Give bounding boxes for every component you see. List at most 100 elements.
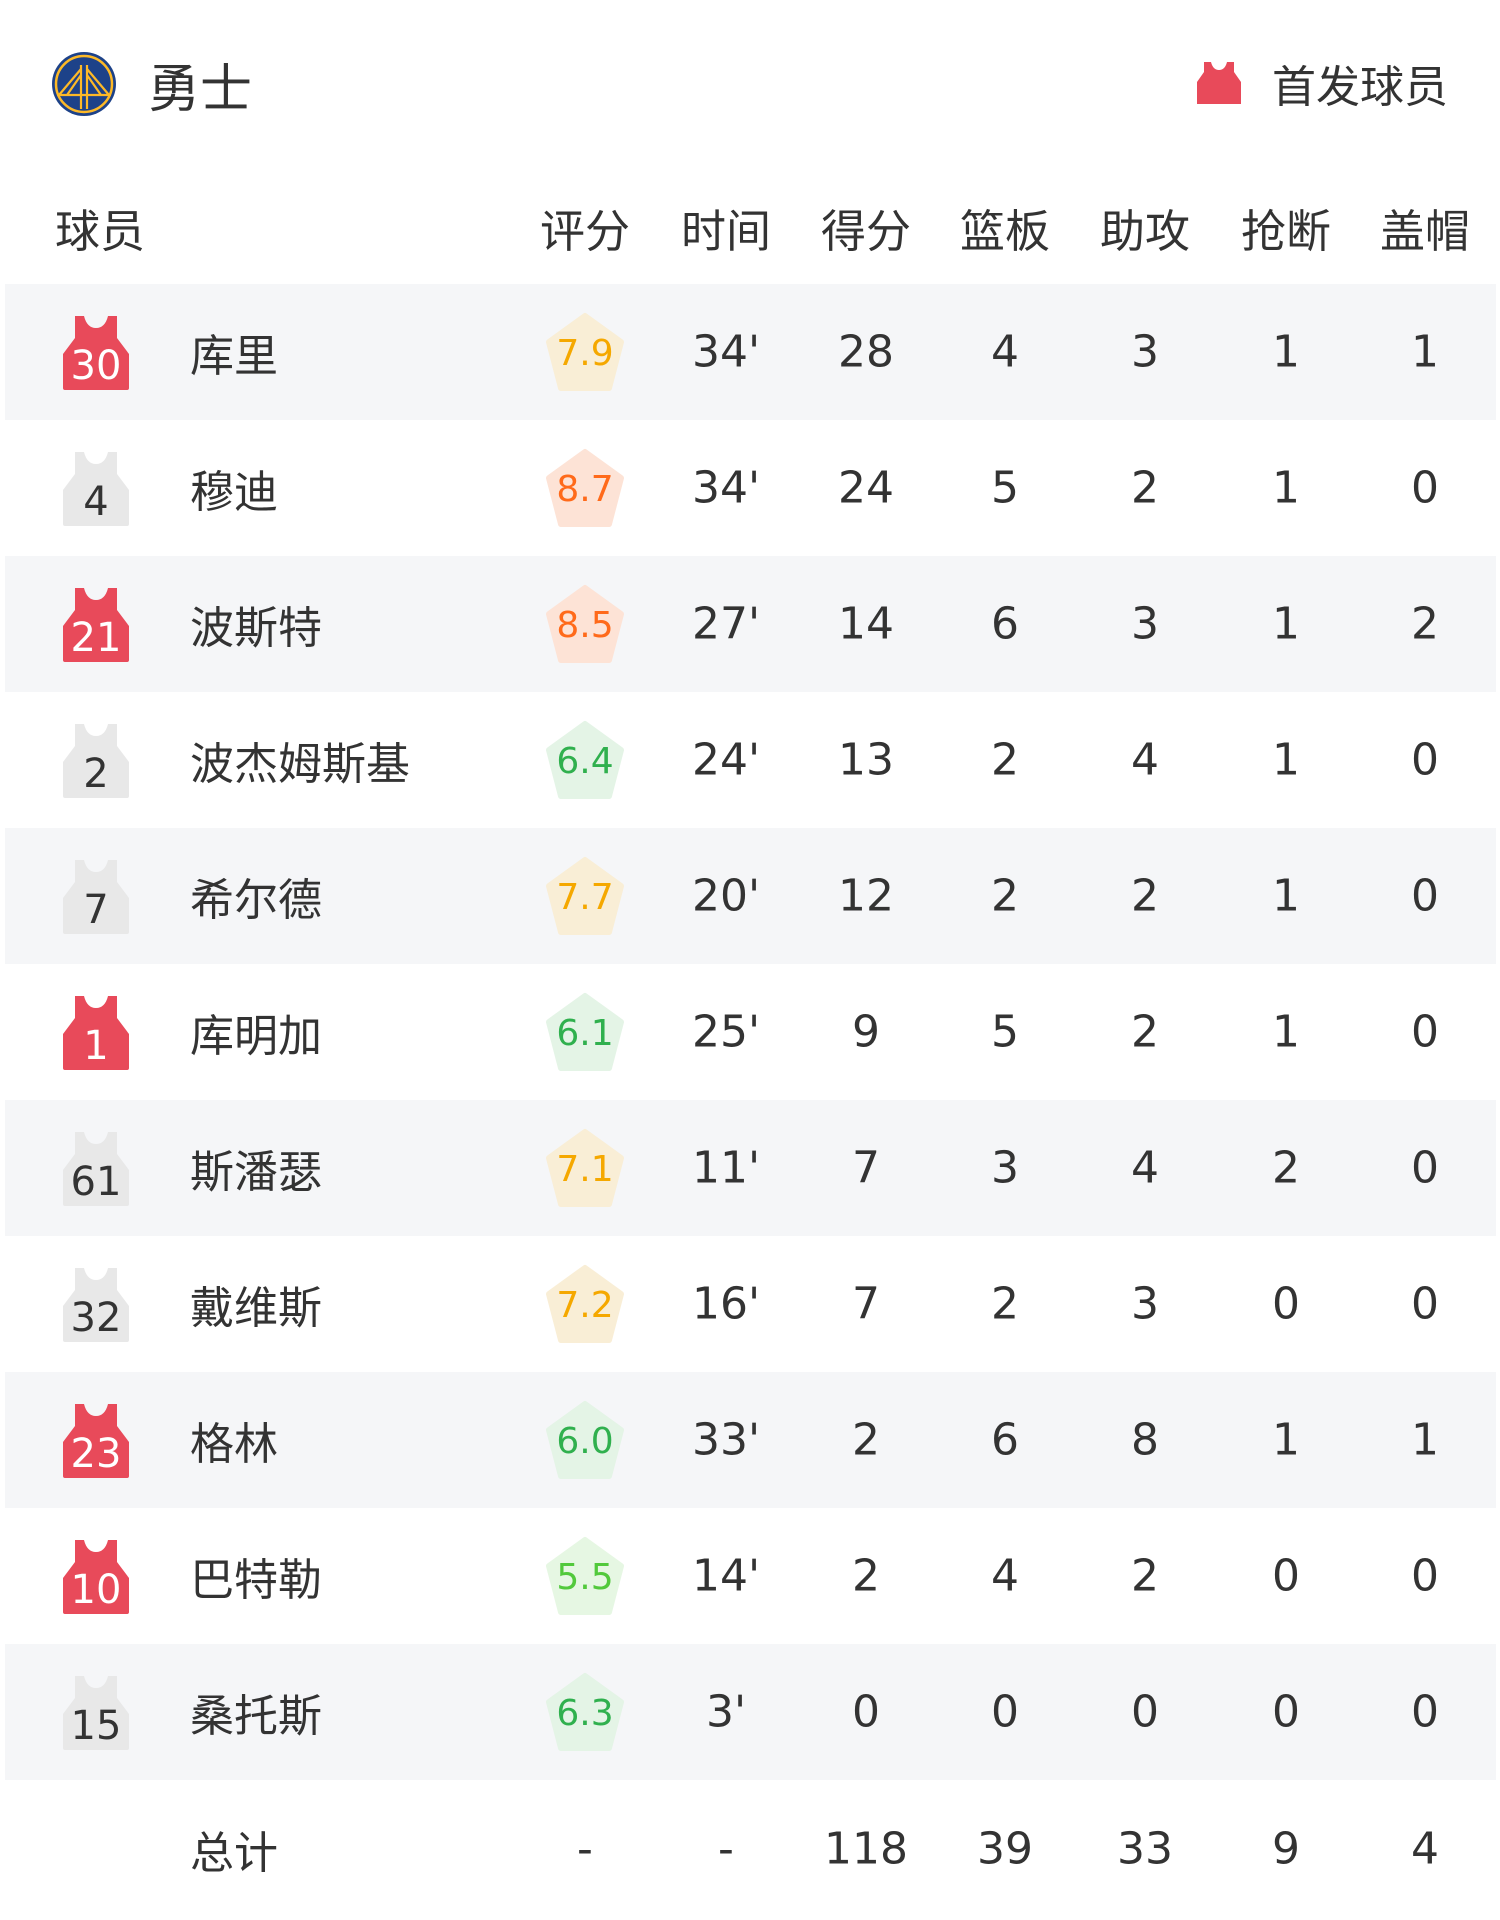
stat-rebounds: 4	[991, 326, 1019, 378]
player-name[interactable]: 巴特勒	[190, 1555, 322, 1606]
player-name[interactable]: 戴维斯	[190, 1283, 322, 1334]
stat-time: 34'	[691, 326, 761, 378]
team-header: 勇士	[51, 51, 252, 120]
table-header: 球员 评分 时间 得分 篮板 助攻 抢断 盖帽	[0, 195, 1500, 258]
player-name[interactable]: 穆迪	[190, 467, 278, 518]
stat-points: 7	[852, 1278, 880, 1330]
col-assists[interactable]: 助攻	[1099, 205, 1191, 258]
stat-assists: 4	[1131, 734, 1159, 786]
player-row[interactable]: 2 波杰姆斯基 6.4 24' 13 2 4 1 0	[5, 692, 1496, 828]
player-row[interactable]: 21 波斯特 8.5 27' 14 6 3 1 2	[5, 556, 1496, 692]
player-row[interactable]: 61 斯潘瑟 7.1 11' 7 3 4 2 0	[5, 1100, 1496, 1236]
player-row[interactable]: 23 格林 6.0 33' 2 6 8 1 1	[5, 1372, 1496, 1508]
stat-assists: 3	[1131, 1278, 1159, 1330]
stat-points: 12	[838, 870, 894, 922]
player-row[interactable]: 32 戴维斯 7.2 16' 7 2 3 0 0	[5, 1236, 1496, 1372]
stat-rebounds: 0	[991, 1686, 1019, 1738]
bench-jersey-icon: 32	[61, 1266, 131, 1342]
col-rating[interactable]: 评分	[539, 205, 631, 258]
stat-blocks: 0	[1411, 870, 1439, 922]
stat-time: 16'	[691, 1278, 761, 1330]
player-row[interactable]: 15 桑托斯 6.3 3' 0 0 0 0 0	[5, 1644, 1496, 1780]
col-time[interactable]: 时间	[680, 205, 772, 258]
player-row[interactable]: 1 库明加 6.1 25' 9 5 2 1 0	[5, 964, 1496, 1100]
bench-jersey-icon: 61	[61, 1130, 131, 1206]
player-name[interactable]: 库明加	[190, 1011, 322, 1062]
stat-steals: 1	[1272, 326, 1300, 378]
stat-steals: 1	[1272, 734, 1300, 786]
stat-steals: 0	[1272, 1550, 1300, 1602]
stat-blocks: 0	[1411, 1142, 1439, 1194]
starter-legend-label: 首发球员	[1272, 62, 1448, 113]
stat-points: 28	[838, 326, 894, 378]
player-row[interactable]: 10 巴特勒 5.5 14' 2 4 2 0 0	[5, 1508, 1496, 1644]
starter-jersey-icon: 10	[61, 1538, 131, 1614]
stat-steals: 0	[1272, 1686, 1300, 1738]
jersey-number: 30	[70, 343, 122, 389]
stat-points: 7	[852, 1142, 880, 1194]
stat-blocks: 1	[1411, 1414, 1439, 1466]
stat-assists: 3	[1131, 326, 1159, 378]
stat-blocks: 0	[1411, 1686, 1439, 1738]
stat-steals: 1	[1272, 870, 1300, 922]
player-row[interactable]: 30 库里 7.9 34' 28 4 3 1 1	[5, 284, 1496, 420]
starter-jersey-icon: 21	[61, 586, 131, 662]
col-steals[interactable]: 抢断	[1240, 205, 1332, 258]
stat-assists: 3	[1131, 598, 1159, 650]
rating-value: 8.7	[556, 469, 614, 510]
player-name[interactable]: 斯潘瑟	[190, 1147, 322, 1198]
stat-time: 11'	[691, 1142, 761, 1194]
rating-value: 7.1	[556, 1149, 614, 1190]
stat-assists: 2	[1131, 462, 1159, 514]
stat-assists: 4	[1131, 1142, 1159, 1194]
rating-value: 6.4	[556, 741, 614, 782]
team-name: 勇士	[148, 59, 253, 120]
jersey-number: 61	[70, 1159, 122, 1205]
jersey-number: 4	[83, 479, 109, 525]
player-row[interactable]: 4 穆迪 8.7 34' 24 5 2 1 0	[5, 420, 1496, 556]
rating-badge: 7.1	[545, 1128, 625, 1208]
jersey-number: 10	[70, 1567, 122, 1613]
stat-blocks: 2	[1411, 598, 1439, 650]
rating-value: 5.5	[556, 1557, 614, 1598]
stat-assists: 2	[1131, 870, 1159, 922]
rating-badge: 8.7	[545, 448, 625, 528]
player-name[interactable]: 格林	[190, 1419, 278, 1470]
stat-blocks: 1	[1411, 326, 1439, 378]
totals-rating: -	[577, 1823, 593, 1875]
col-blocks[interactable]: 盖帽	[1379, 205, 1471, 258]
col-rebounds[interactable]: 篮板	[959, 205, 1051, 258]
stat-time: 25'	[691, 1006, 761, 1058]
player-row[interactable]: 7 希尔德 7.7 20' 12 2 2 1 0	[5, 828, 1496, 964]
jersey-number: 7	[83, 887, 109, 933]
rating-badge: 7.9	[545, 312, 625, 392]
totals-label: 总计	[190, 1828, 278, 1879]
col-points[interactable]: 得分	[820, 205, 912, 258]
rating-badge: 6.3	[545, 1672, 625, 1752]
stat-rebounds: 5	[991, 462, 1019, 514]
stat-points: 2	[852, 1550, 880, 1602]
stat-time: 27'	[691, 598, 761, 650]
rating-badge: 7.2	[545, 1264, 625, 1344]
stat-points: 14	[838, 598, 894, 650]
stat-steals: 1	[1272, 462, 1300, 514]
totals-row: 总计 - - 118 39 33 9 4	[5, 1781, 1496, 1917]
starter-jersey-icon: 1	[61, 994, 131, 1070]
player-name[interactable]: 波斯特	[190, 603, 322, 654]
player-name[interactable]: 波杰姆斯基	[190, 739, 410, 790]
starter-jersey-icon: 23	[61, 1402, 131, 1478]
player-name[interactable]: 桑托斯	[190, 1691, 322, 1742]
warriors-logo-icon	[52, 52, 116, 116]
stat-points: 24	[838, 462, 894, 514]
stat-points: 0	[852, 1686, 880, 1738]
stat-points: 9	[852, 1006, 880, 1058]
stat-time: 24'	[691, 734, 761, 786]
stat-assists: 2	[1131, 1550, 1159, 1602]
stat-steals: 0	[1272, 1278, 1300, 1330]
stat-rebounds: 6	[991, 598, 1019, 650]
player-name[interactable]: 希尔德	[190, 875, 322, 926]
player-name[interactable]: 库里	[190, 331, 278, 382]
stat-time: 14'	[691, 1550, 761, 1602]
jersey-number: 21	[70, 615, 122, 661]
stat-rebounds: 2	[991, 870, 1019, 922]
